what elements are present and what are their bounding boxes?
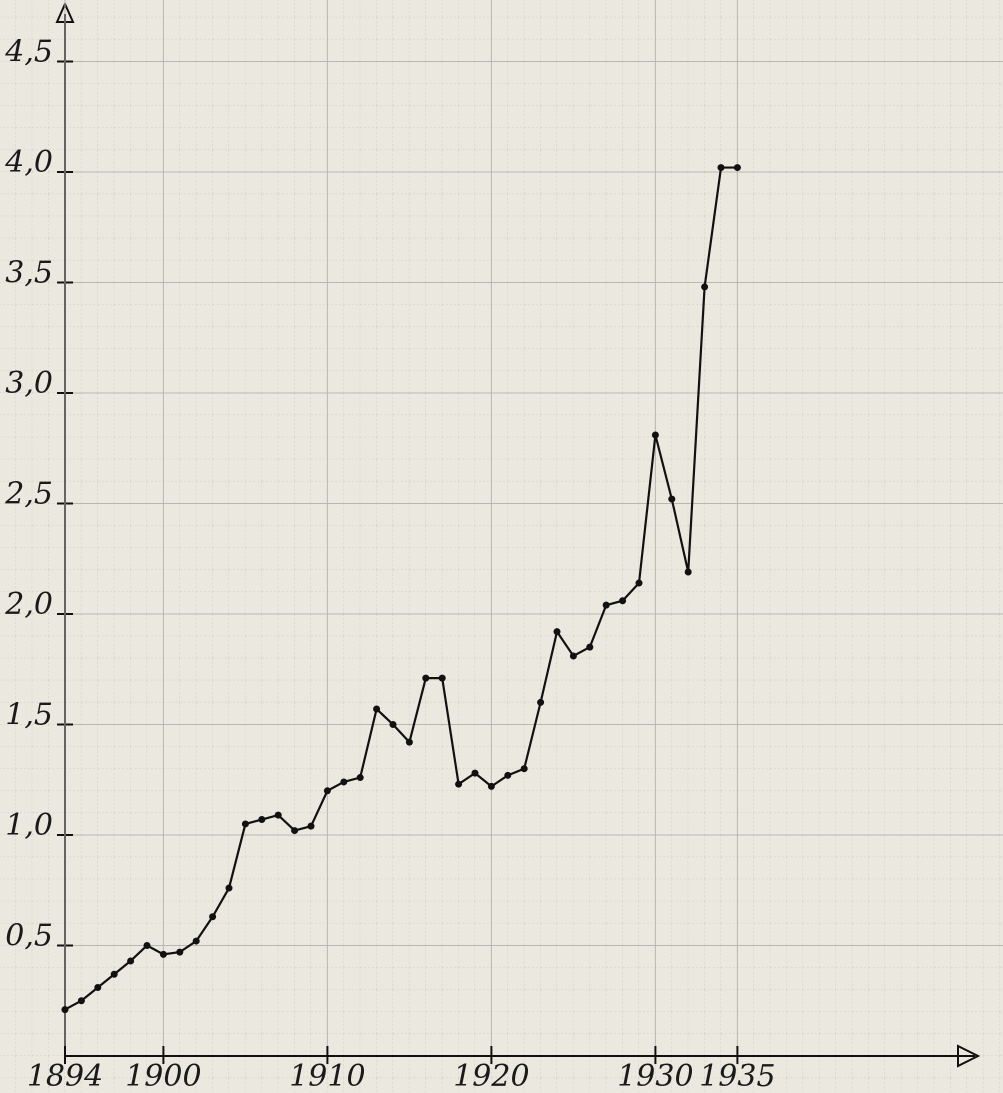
data-point	[685, 569, 692, 576]
x-tick-label: 1935	[699, 1059, 775, 1093]
y-tick-label: 2,5	[4, 477, 53, 512]
data-point	[308, 823, 315, 830]
data-point	[718, 164, 725, 171]
chart: 0,5 1,0 1,5 2,0 2,5 3,0 3,5 4,0 4,5 1894 1900 1910 1…	[0, 0, 1003, 1093]
data-point	[242, 820, 249, 827]
x-tick-label: 1910	[289, 1059, 365, 1093]
page: {"chart_data": {"type": "line", "x": [18…	[0, 0, 1003, 1093]
data-point	[62, 1006, 69, 1013]
data-point	[291, 827, 298, 834]
data-point	[406, 739, 413, 746]
y-tick-label: 4,0	[4, 145, 53, 180]
data-point	[439, 675, 446, 682]
data-point	[619, 597, 626, 604]
y-tick-label: 0,5	[5, 919, 53, 954]
data-point	[275, 812, 282, 819]
x-tick-label: 1894	[27, 1059, 103, 1093]
data-point	[94, 984, 101, 991]
data-point	[570, 652, 577, 659]
data-point	[78, 997, 85, 1004]
y-tick-label: 3,0	[5, 366, 53, 401]
data-point	[472, 770, 479, 777]
x-tick-label: 1900	[125, 1059, 201, 1093]
x-tick-label: 1930	[617, 1059, 693, 1093]
y-tick-label: 4,5	[4, 35, 53, 70]
graph-paper	[0, 0, 1003, 1093]
data-point	[537, 699, 544, 706]
data-point	[144, 942, 151, 949]
data-point	[111, 971, 118, 978]
y-tick-label: 1,0	[5, 808, 53, 843]
data-point	[258, 816, 265, 823]
data-point	[422, 675, 429, 682]
data-point	[324, 787, 331, 794]
data-point	[488, 783, 495, 790]
data-point	[586, 644, 593, 651]
data-point	[504, 772, 511, 779]
data-point	[160, 951, 167, 958]
data-point	[373, 706, 380, 713]
data-point	[193, 938, 200, 945]
y-tick-label: 2,0	[4, 587, 53, 622]
data-point	[603, 602, 610, 609]
y-tick-label: 3,5	[5, 256, 53, 291]
data-point	[652, 431, 659, 438]
data-point	[521, 765, 528, 772]
data-point	[357, 774, 364, 781]
data-point	[668, 496, 675, 503]
data-point	[340, 778, 347, 785]
data-point	[554, 628, 561, 635]
data-point	[455, 781, 462, 788]
y-tick-label: 1,5	[5, 698, 53, 733]
data-point	[127, 957, 134, 964]
x-tick-label: 1920	[453, 1059, 529, 1093]
data-point	[209, 913, 216, 920]
data-point	[390, 721, 397, 728]
data-point	[734, 164, 741, 171]
data-point	[226, 885, 233, 892]
data-point	[636, 580, 643, 587]
data-point	[701, 283, 708, 290]
data-point	[176, 949, 183, 956]
